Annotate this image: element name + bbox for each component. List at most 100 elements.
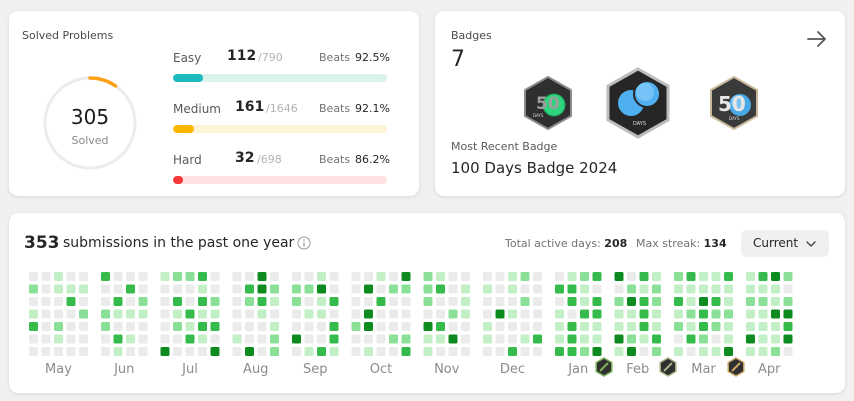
heatmap-cell[interactable]	[639, 297, 649, 306]
heatmap-cell[interactable]	[232, 322, 242, 331]
heatmap-cell[interactable]	[699, 322, 708, 331]
heatmap-cell[interactable]	[270, 347, 279, 356]
heatmap-cell[interactable]	[376, 284, 386, 294]
heatmap-cell[interactable]	[41, 284, 51, 294]
heatmap-cell[interactable]	[41, 297, 51, 306]
heatmap-cell[interactable]	[292, 309, 301, 319]
heatmap-cell[interactable]	[304, 272, 314, 281]
heatmap-cell[interactable]	[555, 334, 564, 344]
heatmap-cell[interactable]	[674, 284, 683, 294]
heatmap-cell[interactable]	[364, 272, 373, 281]
heatmap-cell[interactable]	[41, 347, 51, 356]
heatmap-cell[interactable]	[401, 322, 411, 331]
heatmap-cell[interactable]	[699, 297, 708, 306]
heatmap-cell[interactable]	[461, 322, 470, 331]
heatmap-cell[interactable]	[185, 347, 195, 356]
heatmap-cell[interactable]	[627, 309, 636, 319]
heatmap-cell[interactable]	[126, 272, 135, 281]
heatmap-cell[interactable]	[66, 347, 76, 356]
heatmap-cell[interactable]	[292, 284, 301, 294]
heatmap-cell[interactable]	[173, 284, 182, 294]
heatmap-cell[interactable]	[592, 322, 602, 331]
heatmap-cell[interactable]	[232, 284, 242, 294]
heatmap-cell[interactable]	[351, 334, 361, 344]
heatmap-cell[interactable]	[160, 347, 170, 356]
heatmap-cell[interactable]	[592, 272, 602, 281]
heatmap-cell[interactable]	[436, 297, 445, 306]
heatmap-cell[interactable]	[376, 322, 386, 331]
heatmap-cell[interactable]	[210, 284, 220, 294]
heatmap-cell[interactable]	[495, 334, 505, 344]
heatmap-cell[interactable]	[555, 309, 564, 319]
heatmap-cell[interactable]	[364, 347, 373, 356]
heatmap-cell[interactable]	[101, 297, 110, 306]
heatmap-cell[interactable]	[257, 297, 267, 306]
heatmap-cell[interactable]	[29, 272, 38, 281]
heatmap-cell[interactable]	[270, 334, 279, 344]
heatmap-cell[interactable]	[210, 297, 220, 306]
heatmap-cell[interactable]	[304, 322, 314, 331]
heatmap-cell[interactable]	[639, 272, 649, 281]
heatmap-cell[interactable]	[758, 309, 768, 319]
heatmap-cell[interactable]	[724, 272, 733, 281]
heatmap-cell[interactable]	[724, 322, 733, 331]
heatmap-cell[interactable]	[555, 272, 564, 281]
heatmap-cell[interactable]	[711, 297, 721, 306]
heatmap-cell[interactable]	[389, 297, 398, 306]
heatmap-cell[interactable]	[783, 272, 793, 281]
heatmap-cell[interactable]	[317, 272, 326, 281]
heatmap-cell[interactable]	[533, 272, 542, 281]
heatmap-cell[interactable]	[126, 347, 135, 356]
heatmap-cell[interactable]	[461, 284, 470, 294]
info-icon[interactable]	[297, 236, 311, 250]
heatmap-cell[interactable]	[160, 272, 170, 281]
heatmap-cell[interactable]	[686, 272, 696, 281]
heatmap-cell[interactable]	[674, 297, 683, 306]
heatmap-cell[interactable]	[351, 322, 361, 331]
heatmap-cell[interactable]	[783, 297, 793, 306]
heatmap-cell[interactable]	[614, 284, 624, 294]
heatmap-cell[interactable]	[351, 272, 361, 281]
heatmap-cell[interactable]	[79, 322, 88, 331]
heatmap-cell[interactable]	[448, 347, 458, 356]
heatmap-cell[interactable]	[495, 297, 505, 306]
heatmap-cell[interactable]	[592, 309, 602, 319]
heatmap-cell[interactable]	[41, 272, 51, 281]
heatmap-cell[interactable]	[423, 272, 433, 281]
heatmap-cell[interactable]	[270, 272, 279, 281]
heatmap-cell[interactable]	[210, 309, 220, 319]
heatmap-cell[interactable]	[376, 334, 386, 344]
heatmap-cell[interactable]	[29, 284, 38, 294]
heatmap-cell[interactable]	[508, 297, 517, 306]
heatmap-cell[interactable]	[101, 272, 110, 281]
heatmap-cell[interactable]	[771, 334, 780, 344]
heatmap-cell[interactable]	[245, 334, 254, 344]
heatmap-cell[interactable]	[401, 309, 411, 319]
heatmap-cell[interactable]	[627, 284, 636, 294]
heatmap-cell[interactable]	[257, 272, 267, 281]
heatmap-cell[interactable]	[401, 272, 411, 281]
heatmap-cell[interactable]	[29, 322, 38, 331]
heatmap-cell[interactable]	[533, 334, 542, 344]
badge-100-days-icon[interactable]: DAYS	[605, 67, 671, 139]
heatmap-cell[interactable]	[389, 322, 398, 331]
heatmap-cell[interactable]	[292, 322, 301, 331]
heatmap-cell[interactable]	[711, 347, 721, 356]
heatmap-cell[interactable]	[101, 284, 110, 294]
heatmap-cell[interactable]	[711, 272, 721, 281]
heatmap-cell[interactable]	[686, 284, 696, 294]
heatmap-cell[interactable]	[461, 309, 470, 319]
heatmap-cell[interactable]	[652, 309, 661, 319]
heatmap-cell[interactable]	[699, 309, 708, 319]
heatmap-cell[interactable]	[401, 334, 411, 344]
heatmap-cell[interactable]	[746, 297, 755, 306]
heatmap-cell[interactable]	[567, 347, 577, 356]
heatmap-cell[interactable]	[771, 347, 780, 356]
heatmap-cell[interactable]	[389, 309, 398, 319]
heatmap-cell[interactable]	[627, 322, 636, 331]
heatmap-cell[interactable]	[185, 334, 195, 344]
heatmap-cell[interactable]	[270, 309, 279, 319]
heatmap-cell[interactable]	[245, 272, 254, 281]
heatmap-cell[interactable]	[533, 322, 542, 331]
heatmap-cell[interactable]	[592, 334, 602, 344]
